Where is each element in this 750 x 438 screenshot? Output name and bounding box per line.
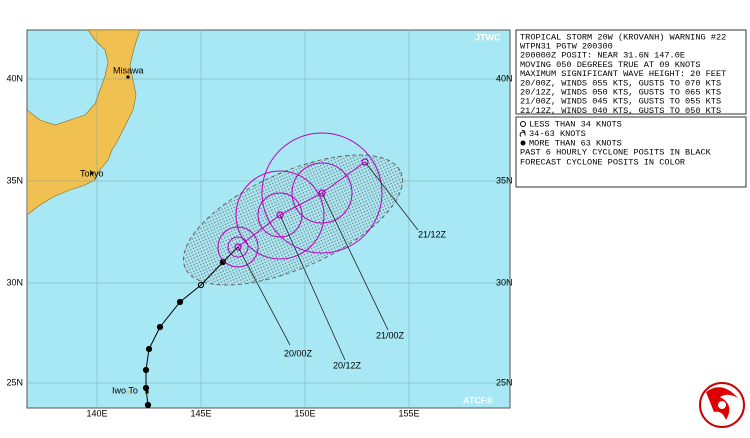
lat-label: 25N <box>496 377 513 387</box>
lon-label: 150E <box>294 408 315 418</box>
lon-label: 155E <box>398 408 419 418</box>
legend-symbol <box>520 140 526 146</box>
past-posit <box>176 298 184 306</box>
danger-area <box>182 154 404 286</box>
place-label: Iwo To <box>112 385 138 395</box>
warning-line: WTPN31 PGTW 200300 <box>520 41 613 51</box>
city-marker <box>145 390 149 394</box>
source: JTWC <box>475 32 501 42</box>
past-posit <box>142 384 150 392</box>
forecast-label: 20/12Z <box>333 360 362 370</box>
place-label: Tokyo <box>80 168 104 178</box>
warning-box <box>515 29 747 115</box>
past-posit <box>144 401 152 408</box>
past-posit <box>142 366 150 374</box>
legend-note: PAST 6 HOURLY CYCLONE POSITS IN BLACK <box>520 147 712 157</box>
warning-line: 21/00Z, WINDS 045 KTS, GUSTS TO 055 KTS <box>520 97 721 107</box>
lat-label: 35N <box>496 175 513 185</box>
legend-label: LESS THAN 34 KNOTS <box>529 119 622 129</box>
credit: ATCF® <box>463 395 493 405</box>
forecast-label: 21/00Z <box>376 330 405 340</box>
warning-line: MAXIMUM SIGNIFICANT WAVE HEIGHT: 20 FEET <box>520 69 726 79</box>
city-marker <box>126 75 130 79</box>
legend-box <box>515 116 747 188</box>
lon-label: 145E <box>190 408 211 418</box>
warning-line: MOVING 050 DEGREES TRUE AT 09 KNOTS <box>520 60 701 70</box>
place-label: Misawa <box>113 65 144 75</box>
label-leader <box>321 192 389 331</box>
legend-symbol <box>519 130 526 137</box>
wind-radius <box>227 236 249 258</box>
legend-label: 34-63 KNOTS <box>529 129 586 139</box>
logo <box>699 382 745 428</box>
city-marker <box>90 171 94 175</box>
past-posit <box>145 345 153 353</box>
label-leader <box>237 246 291 346</box>
warning-line: 21/12Z, WINDS 040 KTS, GUSTS TO 050 KTS <box>520 106 721 116</box>
lat-label: 35N <box>6 175 23 185</box>
forecast-posit <box>361 158 369 166</box>
legend-label: MORE THAN 63 KNOTS <box>529 138 622 148</box>
island <box>126 390 130 394</box>
lat-label: 30N <box>496 277 513 287</box>
warning-line: 20/12Z, WINDS 050 KTS, GUSTS TO 065 KTS <box>520 87 721 97</box>
legend-symbol <box>520 121 526 127</box>
lat-label: 25N <box>6 377 23 387</box>
wind-radius <box>291 162 353 224</box>
wind-radius <box>261 132 383 254</box>
forecast-posit <box>276 211 284 219</box>
lat-label: 40N <box>496 73 513 83</box>
label-leader <box>279 214 346 361</box>
lat-label: 30N <box>6 277 23 287</box>
forecast-label: 21/12Z <box>418 229 447 239</box>
legend-note: FORECAST CYCLONE POSITS IN COLOR <box>520 157 685 167</box>
past-posit <box>219 258 227 266</box>
warning-line: 20/00Z, WINDS 055 KTS, GUSTS TO 070 KTS <box>520 78 721 88</box>
forecast-posit <box>234 243 242 251</box>
warning-line: TROPICAL STORM 20W (KROVANH) WARNING #22 <box>520 32 726 42</box>
label-leader <box>364 161 419 231</box>
lat-label: 40N <box>6 73 23 83</box>
past-posit <box>156 323 164 331</box>
warning-line: 200000Z POSIT: NEAR 31.6N 147.0E <box>520 51 685 61</box>
wind-radius <box>235 170 325 260</box>
forecast-label: 20/00Z <box>284 348 313 358</box>
past-posit-open <box>197 281 205 289</box>
forecast-posit <box>318 189 326 197</box>
forecast-track <box>237 161 366 248</box>
lon-label: 140E <box>86 408 107 418</box>
